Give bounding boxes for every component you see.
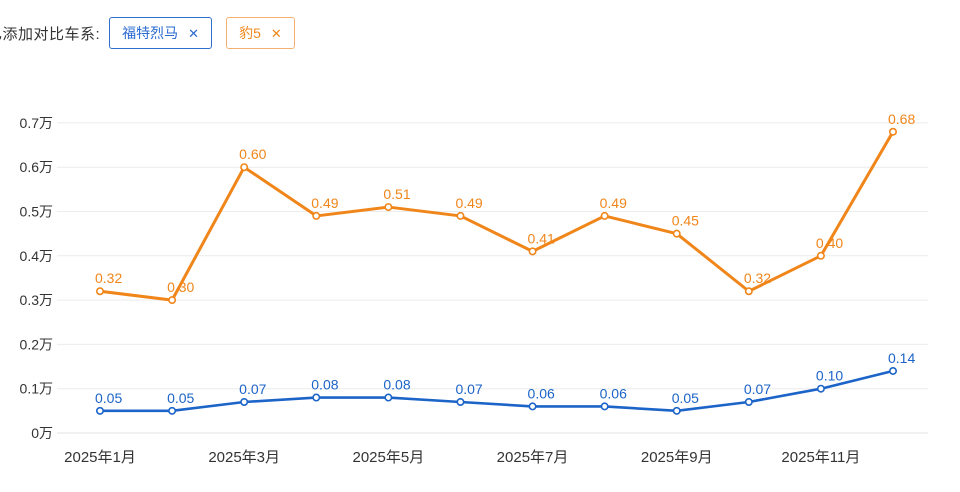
data-label: 0.49 — [455, 195, 482, 211]
series-tag-label: 豹5 — [239, 25, 261, 41]
x-axis-label: 2025年1月 — [64, 449, 136, 466]
y-axis-label: 0.6万 — [20, 159, 53, 175]
x-axis-label: 2025年11月 — [781, 449, 860, 466]
data-label: 0.49 — [600, 195, 627, 211]
data-point — [888, 366, 897, 375]
data-label: 0.60 — [239, 146, 266, 162]
data-label: 0.06 — [600, 385, 627, 401]
data-point — [312, 211, 321, 220]
data-label: 0.07 — [239, 381, 266, 397]
data-point — [240, 397, 249, 406]
data-label: 0.14 — [888, 350, 915, 366]
data-label: 0.10 — [816, 368, 843, 384]
y-axis-label: 0.4万 — [20, 248, 53, 264]
data-point — [96, 406, 105, 415]
y-axis-label: 0.1万 — [20, 381, 53, 397]
sales-line-chart: 0万 0.1万 0.2万 0.3万 0.4万 0.5万 0.6万 0.7万 2025年1月 202… — [20, 111, 928, 466]
data-label: 0.45 — [672, 213, 699, 229]
data-point — [816, 384, 825, 393]
series-line-豹5 — [98, 130, 895, 302]
y-axis-label: 0.2万 — [20, 336, 53, 352]
data-point — [672, 406, 681, 415]
data-label: 0.40 — [816, 235, 843, 251]
series-tag-bao5[interactable]: 豹5 ✕ — [226, 17, 295, 49]
x-axis-label: 2025年3月 — [208, 449, 280, 466]
data-point — [168, 406, 177, 415]
data-label: 0.41 — [528, 230, 555, 246]
remove-series-icon[interactable]: ✕ — [188, 25, 200, 41]
data-point — [888, 127, 897, 136]
data-label: 0.49 — [311, 195, 338, 211]
data-label: 0.05 — [672, 390, 699, 406]
data-point — [456, 397, 465, 406]
data-point — [96, 287, 105, 296]
data-point — [312, 393, 321, 402]
data-label: 0.68 — [888, 111, 915, 127]
y-axis-label: 0.3万 — [20, 292, 53, 308]
series-tag-ford-bronco[interactable]: 福特烈马 ✕ — [109, 17, 213, 49]
y-axis-label: 0.7万 — [20, 115, 53, 131]
data-label: 0.07 — [455, 381, 482, 397]
data-label: 0.08 — [383, 377, 410, 393]
data-label: 0.30 — [167, 279, 194, 295]
data-point — [528, 402, 537, 411]
data-point — [744, 397, 753, 406]
series-tag-label: 福特烈马 — [122, 25, 179, 41]
data-point — [456, 211, 465, 220]
series-line-福特烈马 — [98, 369, 895, 413]
data-label: 0.05 — [95, 390, 122, 406]
data-label: 0.32 — [95, 270, 122, 286]
x-axis-label: 2025年9月 — [641, 449, 713, 466]
data-label: 0.51 — [383, 186, 410, 202]
data-label: 0.06 — [528, 385, 555, 401]
comparison-series-bar: 已添加对比车系: 福特烈马 ✕ 豹5 ✕ — [0, 16, 295, 50]
data-point — [744, 287, 753, 296]
data-point — [528, 247, 537, 256]
y-axis-label: 0万 — [31, 425, 53, 441]
data-label: 0.32 — [744, 270, 771, 286]
data-point — [600, 211, 609, 220]
data-label: 0.05 — [167, 390, 194, 406]
data-label: 0.08 — [311, 377, 338, 393]
remove-series-icon[interactable]: ✕ — [270, 25, 282, 41]
data-point — [384, 393, 393, 402]
data-point — [672, 229, 681, 238]
data-point — [384, 203, 393, 212]
data-point — [600, 402, 609, 411]
comparison-label: 已添加对比车系: — [0, 25, 101, 43]
x-axis-label: 2025年7月 — [497, 449, 569, 466]
data-point — [816, 251, 825, 260]
data-point — [240, 163, 249, 172]
data-point — [168, 296, 177, 305]
data-label: 0.07 — [744, 381, 771, 397]
y-axis-label: 0.5万 — [20, 204, 53, 220]
x-axis-label: 2025年5月 — [353, 449, 425, 466]
